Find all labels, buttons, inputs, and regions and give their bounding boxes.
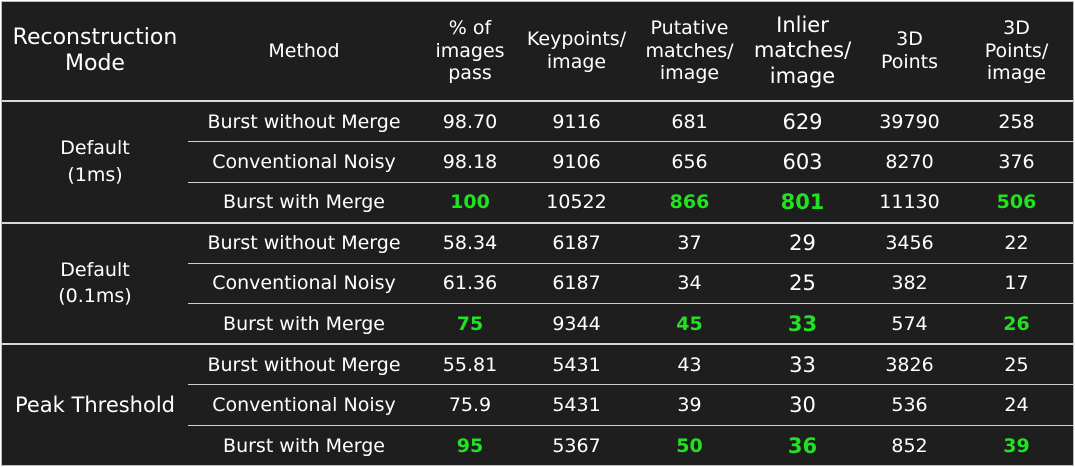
header-inlier: Inlier matches/image <box>746 2 859 102</box>
mode-cell-default-0-1ms: Default (0.1ms) <box>2 222 188 345</box>
ppi-cell-best: 26 <box>960 303 1073 345</box>
header-pass: % of images pass <box>420 2 520 102</box>
putative-cell: 37 <box>633 222 746 264</box>
keypoints-cell: 5431 <box>520 384 633 426</box>
header-reconstruction-mode: Reconstruction Mode <box>2 2 188 102</box>
header-method: Method <box>188 2 420 102</box>
header-putative: Putative matches/image <box>633 2 746 102</box>
pass-cell: 98.70 <box>420 101 520 142</box>
inlier-cell: 629 <box>746 101 859 142</box>
points3d-cell: 3826 <box>859 344 960 385</box>
inlier-cell: 25 <box>746 263 859 304</box>
table-row: Default (1ms) Burst without Merge 98.70 9… <box>2 101 1073 224</box>
points3d-cell: 8270 <box>859 141 960 183</box>
table-row: Conventional Noisy 75.9 5431 39 30 536 2… <box>2 384 1073 426</box>
ppi-cell: 22 <box>960 222 1073 264</box>
method-cell: Burst with Merge <box>188 182 420 224</box>
inlier-cell-best: 801 <box>746 182 859 224</box>
header-3d-points-per-image: 3D Points/image <box>960 2 1073 102</box>
keypoints-cell: 9344 <box>520 303 633 345</box>
method-cell: Burst with Merge <box>223 434 385 457</box>
method-cell: Burst without Merge <box>188 344 420 385</box>
header-row: Reconstruction Mode Method % of images pas… <box>2 2 1073 102</box>
pass-cell-best: 100 <box>420 182 520 224</box>
method-cell: Burst without Merge <box>188 101 420 142</box>
inlier-cell: 29 <box>746 222 859 264</box>
points3d-cell: 852 <box>891 434 928 457</box>
ppi-cell: 24 <box>960 384 1073 426</box>
ppi-cell: 17 <box>960 263 1073 304</box>
keypoints-cell: 5367 <box>552 434 601 457</box>
pass-cell: 55.81 <box>420 344 520 385</box>
table-row: Peak Threshold Burst without Merge 55.81… <box>2 344 1073 417</box>
table-row: Burst with Merge 95 5367 50 36 852 39 <box>2 425 1073 466</box>
pass-cell: 58.34 <box>420 222 520 264</box>
points3d-cell: 536 <box>859 384 960 426</box>
mode-cell-default-1ms: Default (1ms) <box>2 101 188 224</box>
ppi-cell: 258 <box>960 101 1073 142</box>
points3d-cell: 574 <box>859 303 960 345</box>
points3d-cell: 3456 <box>859 222 960 264</box>
inlier-cell: 30 <box>746 384 859 426</box>
points3d-cell: 39790 <box>859 101 960 142</box>
inlier-cell-best: 36 <box>787 433 818 458</box>
inlier-cell-best: 33 <box>746 303 859 345</box>
pass-cell-best: 95 <box>456 434 484 457</box>
method-cell: Burst with Merge <box>188 303 420 345</box>
pass-cell: 75.9 <box>420 384 520 426</box>
putative-cell: 656 <box>633 141 746 183</box>
method-cell: Conventional Noisy <box>188 384 420 426</box>
mode-cell-peak-threshold: Peak Threshold <box>14 392 176 417</box>
ppi-cell: 25 <box>960 344 1073 385</box>
inlier-cell: 603 <box>746 141 859 183</box>
pass-cell: 61.36 <box>420 263 520 304</box>
table-row: Burst with Merge 75 9344 45 33 574 26 <box>2 303 1073 345</box>
points3d-cell: 382 <box>859 263 960 304</box>
putative-cell: 681 <box>633 101 746 142</box>
keypoints-cell: 6187 <box>520 222 633 264</box>
table-row: Conventional Noisy 61.36 6187 34 25 382 … <box>2 263 1073 304</box>
putative-cell-best: 866 <box>633 182 746 224</box>
keypoints-cell: 9116 <box>520 101 633 142</box>
putative-cell-best: 50 <box>676 434 703 457</box>
pass-cell: 98.18 <box>420 141 520 183</box>
points3d-cell: 11130 <box>859 182 960 224</box>
ppi-cell-best: 39 <box>1003 434 1030 457</box>
header-3d-points: 3D Points <box>859 2 960 102</box>
keypoints-cell: 6187 <box>520 263 633 304</box>
method-cell: Conventional Noisy <box>188 263 420 304</box>
putative-cell-best: 45 <box>633 303 746 345</box>
putative-cell: 34 <box>633 263 746 304</box>
method-cell: Conventional Noisy <box>188 141 420 183</box>
keypoints-cell: 9106 <box>520 141 633 183</box>
table-row: Default (0.1ms) Burst without Merge 58.34… <box>2 222 1073 345</box>
putative-cell: 43 <box>633 344 746 385</box>
header-keypoints: Keypoints/image <box>520 2 633 102</box>
table-row: Burst with Merge 100 10522 866 801 11130… <box>2 182 1073 224</box>
ppi-cell-best: 506 <box>960 182 1073 224</box>
pass-cell-best: 75 <box>420 303 520 345</box>
method-cell: Burst without Merge <box>188 222 420 264</box>
keypoints-cell: 5431 <box>520 344 633 385</box>
keypoints-cell: 10522 <box>520 182 633 224</box>
table-row: Conventional Noisy 98.18 9106 656 603 82… <box>2 141 1073 183</box>
inlier-cell: 33 <box>746 344 859 385</box>
ppi-cell: 376 <box>960 141 1073 183</box>
putative-cell: 39 <box>633 384 746 426</box>
